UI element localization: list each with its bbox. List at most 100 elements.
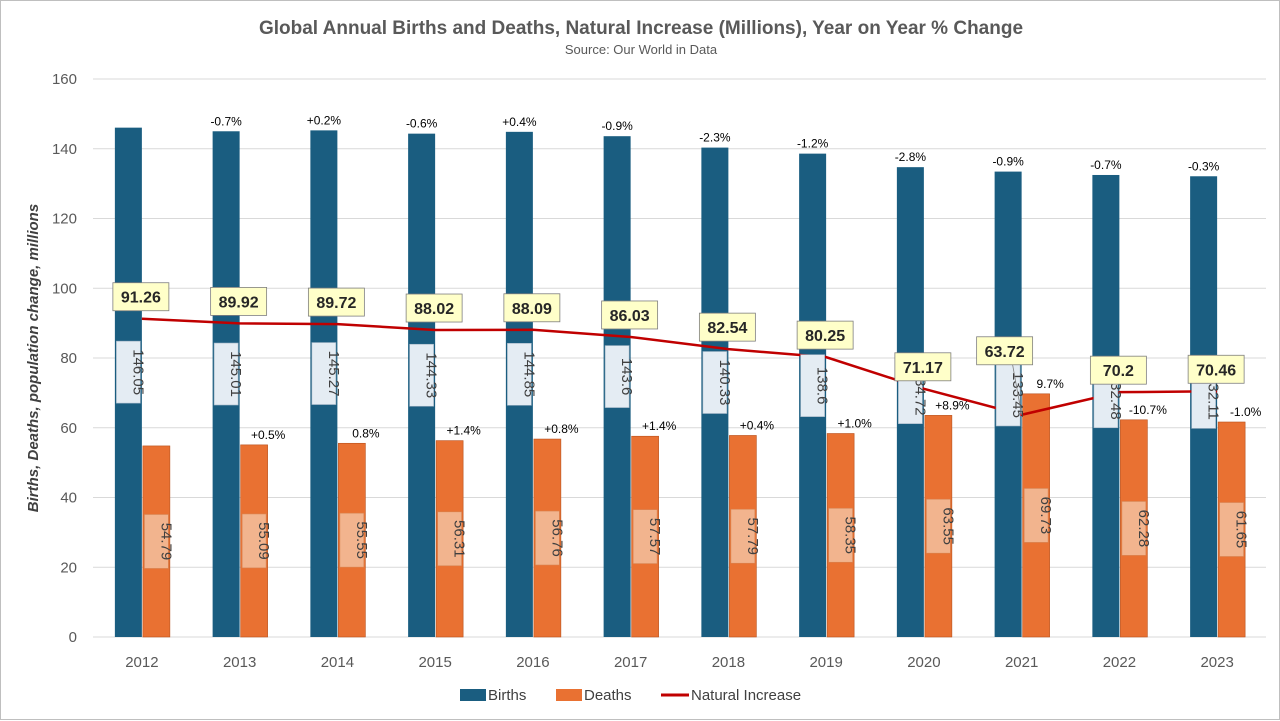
natural-increase-label-box — [210, 287, 268, 316]
x-tick-label: 2016 — [516, 654, 549, 671]
deaths-value-label: 63.55 — [939, 507, 956, 545]
births-value-label: 133.45 — [1009, 372, 1026, 418]
y-tick-label: 20 — [60, 559, 77, 576]
births-value-label: 134.72 — [911, 370, 928, 416]
births-value-label: 146.05 — [129, 349, 146, 395]
y-tick-label: 120 — [52, 211, 77, 228]
deaths-value-label: 54.79 — [157, 523, 174, 561]
deaths-yoy-label: 9.7% — [1036, 377, 1064, 391]
births-value-label-box — [116, 340, 141, 404]
y-tick-label: 80 — [60, 350, 77, 367]
births-yoy-label: -0.9% — [601, 119, 633, 133]
deaths-value-label-box — [339, 512, 365, 568]
legend-label: Deaths — [584, 687, 632, 704]
natural-increase-label: 63.72 — [985, 344, 1025, 361]
x-tick-label: 2020 — [907, 654, 940, 671]
deaths-value-label-box — [437, 511, 462, 567]
births-value-label-box — [604, 345, 630, 408]
deaths-value-label: 57.79 — [744, 517, 761, 555]
deaths-yoy-label: -1.0% — [1230, 405, 1262, 419]
deaths-value-label: 57.57 — [646, 518, 663, 556]
legend-label: Births — [488, 687, 526, 704]
deaths-yoy-label: +0.8% — [544, 422, 579, 436]
natural-increase-label-box — [796, 320, 854, 350]
deaths-value-label-box — [535, 510, 560, 566]
deaths-value-label: 69.73 — [1037, 497, 1054, 535]
deaths-yoy-label: +8.9% — [935, 398, 970, 412]
x-tick-label: 2018 — [712, 654, 745, 671]
births-yoy-label: -0.7% — [1090, 158, 1122, 172]
data-labels: 146.05 54.79 145.01 55.09 -0.7% +0.5% 145.27 55… — [112, 113, 1262, 569]
deaths-value-label: 58.35 — [842, 516, 859, 554]
y-tick-label: 0 — [69, 629, 77, 646]
deaths-value-label: 62.28 — [1135, 510, 1152, 548]
natural-increase-label: 70.46 — [1196, 362, 1236, 379]
natural-increase-label: 70.2 — [1103, 363, 1134, 380]
natural-increase-label-box — [405, 293, 463, 323]
deaths-value-label: 61.65 — [1233, 511, 1250, 549]
natural-increase-label-box — [1089, 355, 1147, 385]
natural-increase-label-box — [698, 312, 756, 342]
natural-increase-label-box — [601, 300, 659, 330]
deaths-value-label-box — [926, 498, 951, 554]
deaths-yoy-label: -10.7% — [1129, 403, 1167, 417]
x-tick-label: 2023 — [1200, 654, 1233, 671]
deaths-value-label: 55.55 — [353, 521, 370, 559]
callout-leader-line — [1012, 364, 1023, 415]
x-tick-label: 2017 — [614, 654, 647, 671]
deaths-value-label: 56.31 — [451, 520, 468, 558]
births-value-label-box — [507, 343, 532, 406]
deaths-value-label-box — [730, 508, 756, 564]
deaths-value-label-box — [144, 514, 169, 569]
deaths-value-label-box — [1121, 501, 1147, 556]
births-yoy-label: -0.6% — [406, 117, 438, 131]
deaths-yoy-label: +1.4% — [642, 419, 677, 433]
births-yoy-label: +0.2% — [307, 113, 342, 127]
births-yoy-label: -2.8% — [895, 150, 927, 164]
natural-increase-label-box — [307, 287, 365, 317]
natural-increase-label-box — [1187, 354, 1245, 384]
axis-ticks: 0 20 40 60 80 100 120 140 160 2012 2013 2014 2015 201… — [52, 71, 1234, 671]
births-value-label-box — [311, 342, 337, 405]
x-tick-label: 2013 — [223, 654, 256, 671]
births-value-label: 132.48 — [1107, 374, 1124, 420]
natural-increase-label: 89.72 — [316, 295, 356, 312]
chart-subtitle: Source: Our World in Data — [565, 42, 718, 57]
births-value-label: 143.6 — [618, 358, 635, 396]
births-value-label: 145.27 — [325, 351, 342, 397]
x-tick-label: 2019 — [809, 654, 842, 671]
legend: Births Deaths Natural Increase — [460, 687, 801, 704]
deaths-yoy-label: +0.5% — [251, 428, 286, 442]
births-value-label: 144.85 — [520, 351, 537, 397]
y-tick-label: 100 — [52, 280, 77, 297]
x-tick-label: 2014 — [321, 654, 354, 671]
births-value-label: 132.11 — [1205, 375, 1222, 420]
y-axis-label: Births, Deaths, population change, milli… — [25, 204, 42, 512]
legend-swatch-deaths — [556, 689, 582, 701]
natural-increase-line — [141, 317, 1218, 417]
births-value-label-box — [213, 342, 239, 406]
x-tick-label: 2012 — [125, 654, 158, 671]
natural-increase-label-box — [894, 352, 952, 382]
gridlines — [93, 78, 1266, 638]
births-yoy-label: -0.3% — [1188, 159, 1220, 173]
natural-increase-label: 86.03 — [610, 308, 650, 325]
births-value-label-box — [702, 351, 728, 414]
y-tick-label: 60 — [60, 420, 77, 437]
natural-increase-series-line — [141, 317, 1218, 417]
legend-label: Natural Increase — [691, 687, 801, 704]
births-yoy-label: -0.7% — [210, 114, 242, 128]
deaths-value-label-box — [241, 513, 267, 569]
natural-increase-label: 91.26 — [121, 290, 161, 307]
births-value-label: 144.33 — [423, 352, 440, 398]
deaths-yoy-label: 0.8% — [352, 426, 380, 440]
deaths-yoy-label: +1.0% — [837, 417, 872, 431]
chart-title: Global Annual Births and Deaths, Natural… — [259, 18, 1023, 39]
births-value-label: 145.01 — [227, 351, 244, 397]
births-value-label-box — [800, 354, 825, 417]
births-value-label: 140.33 — [716, 360, 733, 406]
deaths-value-label: 56.76 — [548, 519, 565, 557]
natural-increase-label-box — [112, 282, 170, 312]
births-yoy-label: -1.2% — [797, 137, 829, 151]
deaths-yoy-label: +0.4% — [740, 418, 775, 432]
